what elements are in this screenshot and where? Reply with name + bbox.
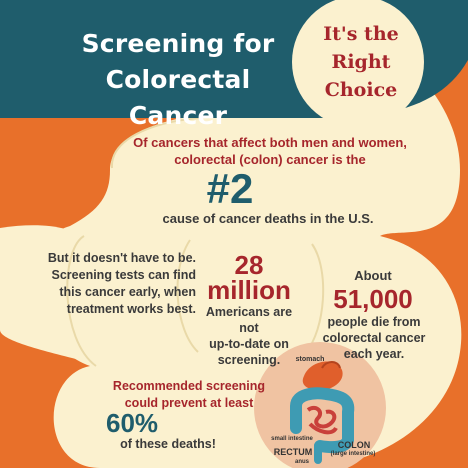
title-line-1: Screening for xyxy=(81,29,275,58)
prevention-text: Recommended screening could prevent at l… xyxy=(104,378,274,412)
not-screened-unit: million xyxy=(207,275,291,305)
not-screened-line-3: screening. xyxy=(217,353,281,367)
deaths-number: 51,000 xyxy=(333,284,413,314)
early-line-4: treatment works best. xyxy=(66,302,196,316)
ribbon-center xyxy=(190,232,310,358)
deaths-text: people die from colorectal cancer each y… xyxy=(312,314,436,362)
small-intestine-label: small intestine xyxy=(271,436,313,442)
colon-illustration-icon xyxy=(290,361,355,464)
right-choice-badge: It's the Right Choice xyxy=(296,20,426,104)
early-line-3: this cancer early, when xyxy=(59,285,196,299)
page-title: Screening for Colorectal Cancer xyxy=(62,26,294,134)
deaths-line-1: people die from xyxy=(327,315,421,329)
not-screened-line-1: Americans are not xyxy=(205,305,293,335)
ribbon-seam-4 xyxy=(110,117,201,169)
prevention-line-1: Recommended screening xyxy=(112,379,266,393)
deaths-prefix: About xyxy=(354,268,392,283)
not-screened-number: 28 xyxy=(234,250,264,280)
title-line-2: Colorectal Cancer xyxy=(105,65,251,130)
anus-label: anus xyxy=(294,459,309,465)
badge-circle xyxy=(292,0,424,128)
deaths-line-2: colorectal cancer xyxy=(322,331,426,345)
early-line-1: But it doesn't have to be. xyxy=(47,251,196,265)
intro-text: Of cancers that affect both men and wome… xyxy=(120,134,420,168)
cause-text: cause of cancer deaths in the U.S. xyxy=(162,211,374,226)
intro-line-2: colorectal (colon) cancer is the xyxy=(174,152,366,167)
intro-line-1: Of cancers that affect both men and wome… xyxy=(133,135,407,150)
ribbon-seam-2 xyxy=(176,239,199,353)
ribbon-lower-left xyxy=(0,225,90,360)
prevention-percent: 60% xyxy=(106,408,159,438)
large-intestine-label: (large intestine) xyxy=(330,451,376,457)
rank-number: #2 xyxy=(206,165,254,212)
early-detection-text: But it doesn't have to be. Screening tes… xyxy=(20,250,196,318)
prevention-line-2: could prevent at least xyxy=(124,396,254,410)
ribbon-seam-1 xyxy=(66,235,97,367)
stomach-label: stomach xyxy=(295,356,325,363)
deaths-line-3: each year. xyxy=(343,347,405,361)
not-screened-text: Americans are not up-to-date on screenin… xyxy=(196,304,302,368)
early-line-2: Screening tests can find xyxy=(51,268,196,282)
badge-line-2: Right xyxy=(331,51,391,73)
badge-line-3: Choice xyxy=(324,79,398,101)
colon-label: COLON xyxy=(337,440,371,450)
not-screened-line-2: up-to-date on xyxy=(209,337,289,351)
badge-line-1: It's the xyxy=(323,23,399,45)
prevention-line-3: of these deaths! xyxy=(120,437,216,451)
rectum-label: RECTUM xyxy=(273,447,313,457)
